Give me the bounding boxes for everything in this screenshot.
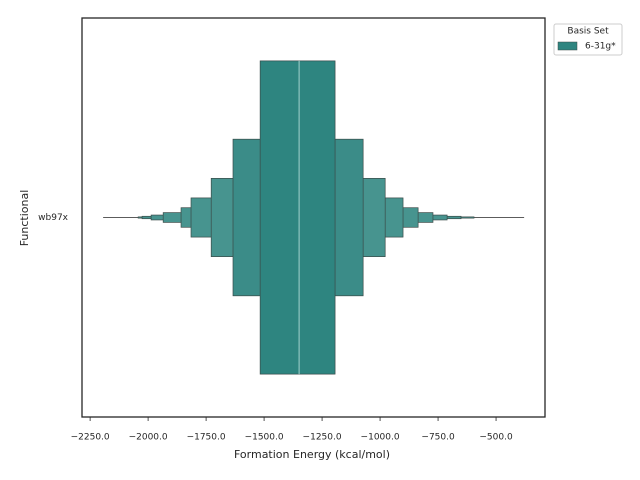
y-tick-label: wb97x xyxy=(38,213,69,223)
x-axis-label: Formation Energy (kcal/mol) xyxy=(234,448,390,461)
x-tick-label: −1000.0 xyxy=(361,433,400,443)
x-tick-label: −500.0 xyxy=(479,433,513,443)
x-tick-label: −2000.0 xyxy=(129,433,168,443)
x-tick-label: −750.0 xyxy=(421,433,455,443)
plot-frame xyxy=(81,17,546,418)
legend-label: 6-31g* xyxy=(585,42,616,52)
letter-value-box xyxy=(259,60,336,375)
legend-swatch xyxy=(557,41,578,51)
x-tick-label: −1500.0 xyxy=(245,433,284,443)
x-tick-label: −1750.0 xyxy=(187,433,226,443)
y-axis-label: Functional xyxy=(18,190,31,247)
legend-title: Basis Set xyxy=(567,27,609,37)
x-tick-label: −1250.0 xyxy=(303,433,342,443)
x-tick-label: −2250.0 xyxy=(71,433,110,443)
